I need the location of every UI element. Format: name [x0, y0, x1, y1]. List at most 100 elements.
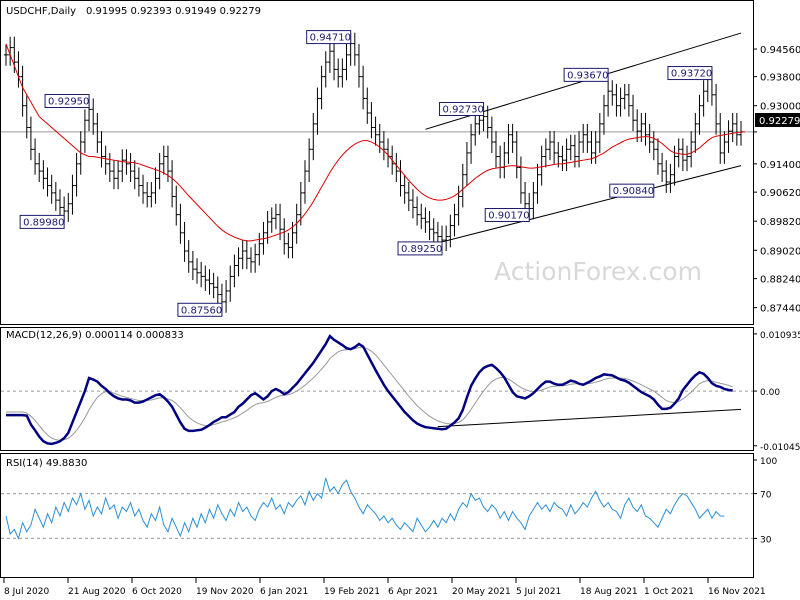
- swing-annotations: 0.94710 0.92950 0.89980 0.87560 0.92730 0.892…: [19, 30, 713, 317]
- rsi-line: [5, 477, 725, 540]
- date-tick-label: 16 Nov 2021: [708, 587, 766, 597]
- price-bar: [107, 152, 112, 182]
- price-bar: [693, 112, 698, 153]
- rsi-panel-frame: [0, 453, 754, 578]
- price-bar: [531, 181, 536, 220]
- price-bar: [514, 131, 519, 179]
- price-bar: [253, 243, 258, 273]
- price-bar: [315, 87, 320, 135]
- price-bar: [66, 192, 71, 222]
- rsi-tick-label: 30: [760, 535, 772, 545]
- price-bar: [70, 174, 75, 215]
- price-bar: [91, 98, 96, 135]
- price-bar: [103, 145, 108, 175]
- macd-signal-line: [6, 346, 733, 441]
- price-bar: [647, 123, 652, 153]
- price-bar: [249, 247, 253, 273]
- rsi-tick-label: 70: [760, 491, 772, 501]
- price-bar: [244, 240, 249, 270]
- macd-panel-frame: [0, 327, 754, 451]
- date-tick-label: 5 Jul 2021: [516, 587, 561, 597]
- price-bar: [365, 87, 370, 124]
- price-bar: [452, 203, 457, 237]
- price-bar: [502, 142, 507, 179]
- main-chart-title: USDCHF,Daily: [6, 6, 76, 17]
- price-bar: [186, 240, 191, 273]
- price-bar: [398, 160, 403, 197]
- last-price-tag-bg: [755, 113, 800, 127]
- price-bar: [269, 207, 274, 233]
- price-bar: [145, 181, 150, 208]
- price-bar: [689, 131, 694, 168]
- price-bar: [610, 80, 615, 106]
- rsi-tick-label: 100: [760, 457, 777, 467]
- price-bar: [323, 51, 328, 88]
- last-price-tag: 0.92279: [759, 116, 800, 127]
- svg-text:0.92950: 0.92950: [48, 97, 89, 108]
- price-bar: [199, 261, 204, 288]
- swing-label: 0.93670: [563, 67, 609, 82]
- price-bar: [178, 203, 183, 244]
- price-bar: [57, 189, 62, 219]
- price-bar: [381, 131, 386, 161]
- price-tick-label: 0.89020: [760, 246, 800, 257]
- price-bar: [12, 36, 17, 74]
- price-bar: [668, 163, 673, 193]
- price-bar: [543, 138, 548, 168]
- price-bar: [302, 160, 307, 204]
- svg-text:0.90170: 0.90170: [488, 210, 529, 221]
- price-bar: [651, 131, 656, 161]
- price-bar: [423, 207, 428, 233]
- price-bar: [506, 123, 511, 164]
- price-bar: [161, 145, 166, 175]
- price-bar: [489, 116, 494, 153]
- price-bar: [464, 142, 469, 186]
- swing-label: 0.94710: [306, 30, 352, 45]
- price-tick-label: 0.91400: [760, 160, 800, 171]
- price-bar: [24, 94, 29, 139]
- price-bar: [547, 131, 552, 161]
- price-bar: [510, 123, 515, 153]
- price-bar: [593, 131, 598, 164]
- price-bar: [419, 203, 424, 230]
- price-bar: [535, 163, 540, 204]
- price-bar: [606, 80, 611, 117]
- price-tick-label: 0.87440: [760, 304, 800, 315]
- price-bar: [494, 131, 498, 168]
- price-bar: [556, 142, 561, 168]
- price-bar: [444, 225, 449, 251]
- svg-text:0.89980: 0.89980: [23, 217, 64, 228]
- macd-trendline: [437, 408, 742, 428]
- price-bar: [290, 221, 295, 259]
- price-bar: [431, 218, 436, 244]
- price-bar: [278, 203, 283, 241]
- price-bar: [120, 149, 125, 182]
- price-bar: [377, 123, 382, 153]
- price-bar: [195, 258, 200, 284]
- price-bar: [726, 120, 731, 153]
- price-bar: [369, 102, 374, 139]
- svg-text:0.89250: 0.89250: [401, 244, 442, 255]
- main-panel-frame: [0, 0, 754, 325]
- price-bar: [448, 214, 453, 248]
- price-bar: [664, 160, 669, 193]
- price-bar: [485, 105, 490, 139]
- price-tick-label: 0.93800: [760, 73, 800, 84]
- price-bar: [340, 58, 345, 88]
- macd-support-line: [437, 408, 742, 428]
- price-bar: [643, 112, 648, 146]
- svg-text:0.93670: 0.93670: [567, 70, 608, 81]
- date-tick-label: 6 Jan 2021: [260, 587, 308, 597]
- swing-label: 0.93720: [667, 66, 713, 81]
- price-bar: [174, 185, 179, 226]
- price-bar: [28, 116, 33, 161]
- swing-label: 0.90840: [609, 183, 655, 198]
- price-bar: [697, 94, 702, 135]
- price-axis: 0.94560 0.93800 0.93000 0.91400 0.90620 0.898…: [753, 45, 800, 315]
- price-bar: [207, 269, 212, 295]
- price-bar: [232, 254, 237, 288]
- price-bar: [518, 156, 523, 204]
- price-bar: [415, 196, 420, 226]
- price-bar: [215, 276, 220, 306]
- date-tick-label: 18 Aug 2021: [580, 587, 638, 597]
